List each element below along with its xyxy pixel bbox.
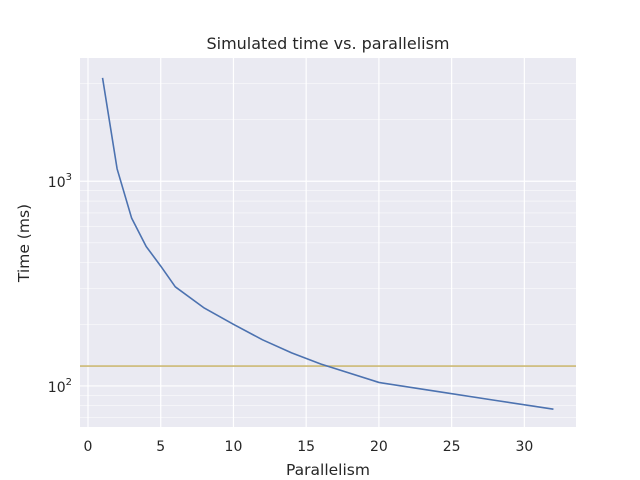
y-axis-label: Time (ms) — [15, 204, 33, 283]
plot-area — [80, 58, 576, 427]
y-tick-label: 103 — [48, 172, 72, 191]
chart-title: Simulated time vs. parallelism — [206, 34, 449, 53]
y-tick-label: 102 — [48, 377, 72, 396]
x-tick-label: 10 — [225, 439, 243, 455]
tick-labels: 0 5 10 15 20 25 30 102 103 — [48, 172, 533, 455]
x-tick-label: 25 — [443, 439, 461, 455]
series-line — [101, 77, 554, 410]
x-tick-label: 0 — [84, 439, 93, 455]
x-tick-label: 30 — [515, 439, 533, 455]
series-layer — [101, 77, 554, 410]
x-tick-label: 20 — [370, 439, 388, 455]
x-axis-label: Parallelism — [286, 461, 370, 479]
x-tick-label: 5 — [156, 439, 165, 455]
x-tick-label: 15 — [297, 439, 315, 455]
